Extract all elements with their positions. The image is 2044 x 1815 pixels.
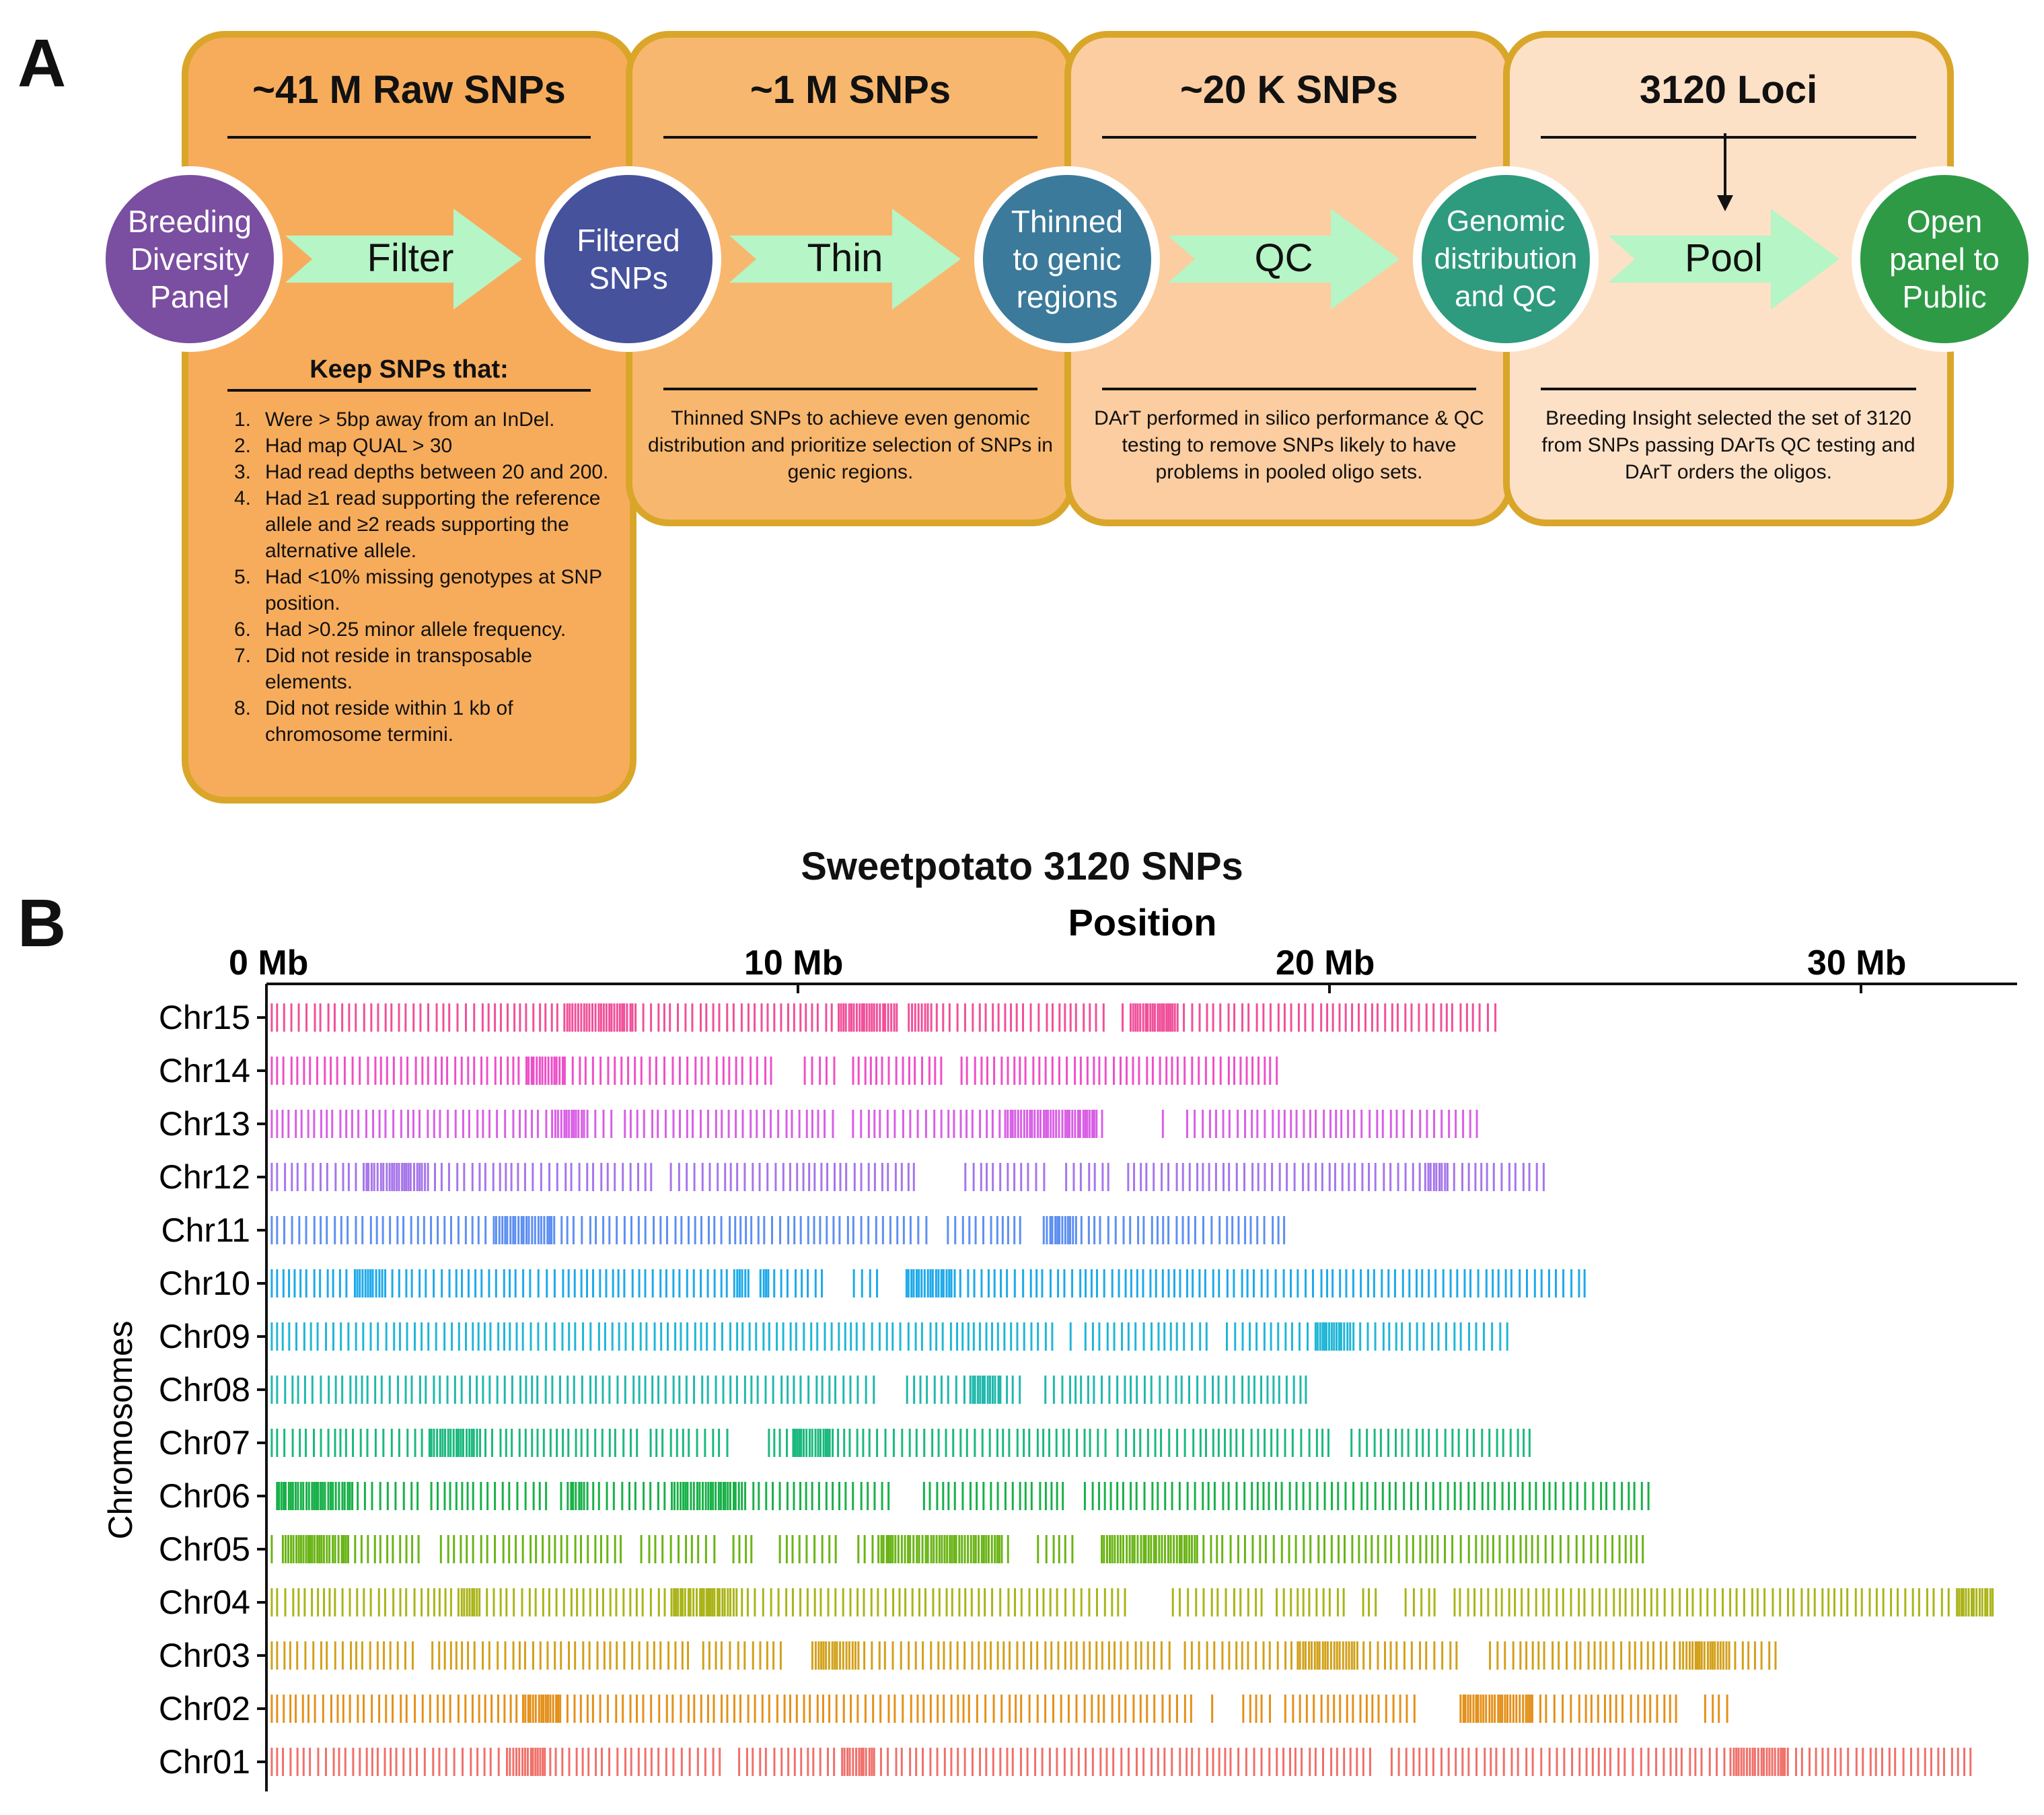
y-tick-label: Chr02 <box>159 1690 250 1728</box>
stage-raw-snps: ~41 M Raw SNPs Keep SNPs that: 1. Were > … <box>182 31 636 804</box>
chromosome-row-chr11: Chr11 <box>161 1211 1286 1249</box>
y-tick-label: Chr05 <box>159 1530 250 1568</box>
stage-title: 3120 Loci <box>1639 68 1818 112</box>
chromosome-row-chr03: Chr03 <box>159 1637 1777 1674</box>
y-tick-label: Chr08 <box>159 1371 250 1409</box>
y-tick-label: Chr13 <box>159 1105 250 1143</box>
arrow-label-filter: Filter <box>367 236 454 280</box>
pool-pointer-arrow <box>1717 133 1733 211</box>
stage-title-rule <box>1102 136 1476 139</box>
chromosome-row-chr06: Chr06 <box>159 1477 1650 1515</box>
arrow-qc-shape <box>1168 209 1399 310</box>
chromosome-row-chr04: Chr04 <box>159 1583 1994 1621</box>
panel-a-letter: A <box>17 26 67 101</box>
y-tick-label: Chr04 <box>159 1583 250 1621</box>
x-tick-label: 10 Mb <box>744 944 843 983</box>
y-tick-label: Chr11 <box>161 1211 250 1249</box>
node-label: Thinned to genic regions <box>1011 204 1124 314</box>
chromosome-row-chr01: Chr01 <box>159 1743 1972 1781</box>
criterion-item: 2. Had map QUAL > 30 <box>234 435 453 457</box>
node-filtered-snps: Filtered SNPs <box>536 166 721 352</box>
node-thinned-genic: Thinned to genic regions <box>974 166 1160 352</box>
x-axis-ticks: 0 Mb 10 Mb 20 Mb 30 Mb <box>229 944 1906 993</box>
stage-desc-rule <box>1541 388 1916 390</box>
chromosome-row-chr05: Chr05 <box>159 1530 1644 1568</box>
arrow-filter <box>285 209 522 310</box>
node-genomic-qc: Genomic distribution and QC <box>1413 166 1599 352</box>
criterion-item: 3. Had read depths between 20 and 200. <box>234 461 609 483</box>
chromosome-row-chr15: Chr15 <box>159 999 1497 1036</box>
chart-title: Sweetpotato 3120 SNPs <box>801 845 1243 888</box>
arrow-thin <box>729 209 961 310</box>
criterion-item: 7. Did not reside in transposable element… <box>234 645 532 693</box>
criterion-item: 1. Were > 5bp away from an InDel. <box>234 408 555 431</box>
y-tick-label: Chr06 <box>159 1477 250 1515</box>
criterion-item: 6. Had >0.25 minor allele frequency. <box>234 618 567 641</box>
stage-title: ~41 M Raw SNPs <box>252 68 566 112</box>
arrow-pool-shape <box>1608 209 1839 310</box>
x-tick-label: 30 Mb <box>1807 944 1906 983</box>
chromosome-row-chr14: Chr14 <box>159 1052 1278 1090</box>
stage-description: Thinned SNPs to achieve even genomic dis… <box>648 407 1053 483</box>
chromosome-row-chr08: Chr08 <box>159 1371 1307 1409</box>
stage-title-rule <box>227 136 591 139</box>
stage-description: Breeding Insight selected the set of 312… <box>1541 407 1915 483</box>
x-tick-label: 20 Mb <box>1276 944 1375 983</box>
chromosome-row-chr13: Chr13 <box>159 1105 1478 1143</box>
stage-title: ~1 M SNPs <box>750 68 951 112</box>
keep-snps-title: Keep SNPs that: <box>309 355 509 384</box>
chromosome-row-chr07: Chr07 <box>159 1424 1531 1462</box>
node-label: Filtered SNPs <box>577 223 680 295</box>
node-label: Genomic distribution and QC <box>1434 205 1578 313</box>
snp-position-chart: Position Chromosomes 0 Mb 10 Mb 20 Mb 30 Mb… <box>102 901 2017 1791</box>
arrow-thin-shape <box>729 209 961 310</box>
stage-title-rule <box>1541 136 1916 139</box>
y-tick-label: Chr07 <box>159 1424 250 1462</box>
y-axis-title: Chromosomes <box>102 1320 139 1539</box>
arrow-pool <box>1608 209 1839 310</box>
stage-desc-rule <box>663 388 1037 390</box>
arrow-label-thin: Thin <box>807 236 883 280</box>
stage-description: DArT performed in silico performance & Q… <box>1094 407 1484 483</box>
keep-title-rule <box>227 389 591 392</box>
chromosome-row-chr02: Chr02 <box>159 1690 1728 1728</box>
node-label: Breeding Diversity Panel <box>127 204 252 314</box>
criterion-item: 5. Had <10% missing genotypes at SNP posi… <box>234 566 602 614</box>
y-tick-label: Chr14 <box>159 1052 250 1090</box>
criterion-item: 4. Had ≥1 read supporting the reference a… <box>234 487 601 562</box>
node-open-panel: Open panel to Public <box>1852 166 2037 352</box>
stage-desc-rule <box>1102 388 1476 390</box>
chromosome-rows: Chr15 Chr14 Chr13 Chr12 Chr11 Chr10 Chr09 Chr08… <box>159 999 1994 1781</box>
y-tick-label: Chr15 <box>159 999 250 1036</box>
criterion-item: 8. Did not reside within 1 kb of chromoso… <box>234 697 513 746</box>
panel-b-letter: B <box>17 886 67 961</box>
y-tick-label: Chr01 <box>159 1743 250 1781</box>
y-tick-label: Chr03 <box>159 1637 250 1674</box>
chromosome-row-chr12: Chr12 <box>159 1158 1545 1196</box>
node-breeding-panel: Breeding Diversity Panel <box>97 166 283 352</box>
x-tick-label: 0 Mb <box>229 944 308 983</box>
arrow-label-qc: QC <box>1254 236 1313 280</box>
y-tick-label: Chr12 <box>159 1158 250 1196</box>
filter-criteria-list: 1. Were > 5bp away from an InDel. 2. Had m… <box>234 406 611 748</box>
arrow-filter-shape <box>285 209 522 310</box>
x-axis-title: Position <box>1068 901 1217 944</box>
arrow-label-pool: Pool <box>1684 236 1763 280</box>
stage-title-rule <box>663 136 1037 139</box>
y-tick-label: Chr10 <box>159 1265 250 1302</box>
arrow-qc <box>1168 209 1399 310</box>
chromosome-row-chr10: Chr10 <box>159 1265 1586 1302</box>
y-tick-label: Chr09 <box>159 1318 250 1355</box>
node-label: Open panel to Public <box>1889 204 2000 314</box>
stage-title: ~20 K SNPs <box>1179 68 1398 112</box>
chromosome-row-chr09: Chr09 <box>159 1318 1508 1355</box>
